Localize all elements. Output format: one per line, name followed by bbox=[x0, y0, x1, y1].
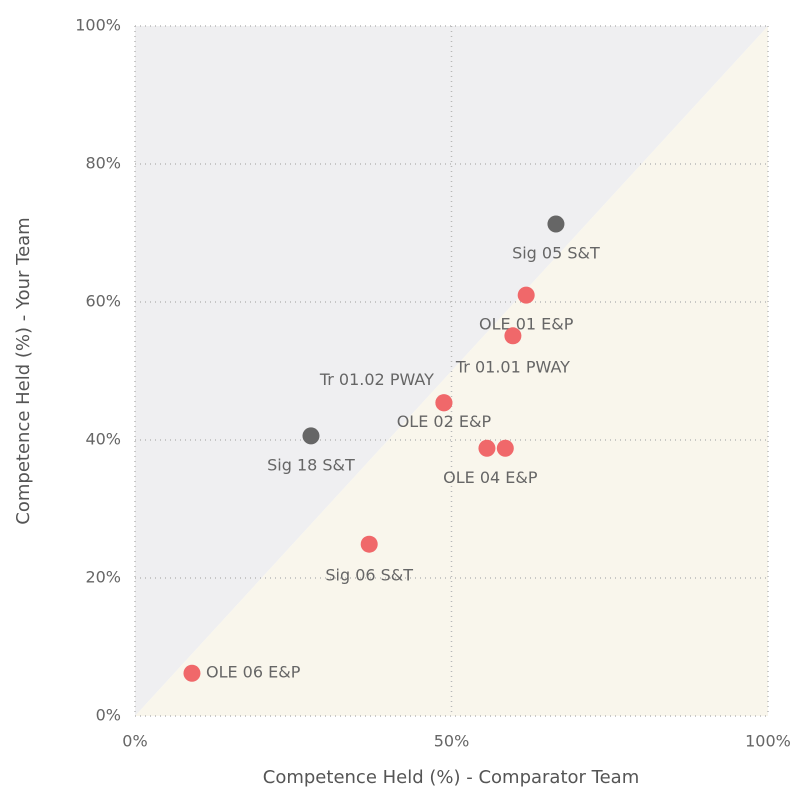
point bbox=[496, 439, 514, 457]
y-tick-label: 100% bbox=[75, 16, 121, 35]
point-label: OLE 01 E&P bbox=[479, 315, 574, 334]
y-axis-title: Competence Held (%) - Your Team bbox=[13, 217, 34, 524]
point bbox=[517, 286, 535, 304]
point bbox=[183, 664, 201, 682]
y-tick-label: 80% bbox=[85, 154, 121, 173]
point bbox=[504, 327, 522, 345]
point-label: Sig 05 S&T bbox=[512, 244, 600, 263]
point-label: OLE 06 E&P bbox=[206, 663, 301, 682]
y-tick-label: 0% bbox=[96, 706, 121, 725]
point-label: Tr 01.02 PWAY bbox=[319, 370, 434, 389]
point bbox=[435, 394, 453, 412]
x-tick-label: 0% bbox=[122, 732, 147, 751]
point bbox=[360, 535, 378, 553]
point-label: OLE 02 E&P bbox=[397, 412, 492, 431]
x-axis-title: Competence Held (%) - Comparator Team bbox=[263, 767, 639, 788]
y-tick-label: 20% bbox=[85, 568, 121, 587]
point bbox=[547, 215, 565, 233]
y-tick-label: 40% bbox=[85, 430, 121, 449]
point-label: OLE 04 E&P bbox=[443, 468, 538, 487]
x-tick-label: 50% bbox=[434, 732, 470, 751]
point-label: Tr 01.01 PWAY bbox=[455, 357, 570, 376]
point bbox=[302, 427, 320, 445]
point bbox=[478, 439, 496, 457]
point-label: Sig 18 S&T bbox=[267, 455, 355, 474]
x-tick-label: 100% bbox=[745, 732, 791, 751]
point-label: Sig 06 S&T bbox=[325, 566, 413, 585]
y-tick-label: 60% bbox=[85, 292, 121, 311]
